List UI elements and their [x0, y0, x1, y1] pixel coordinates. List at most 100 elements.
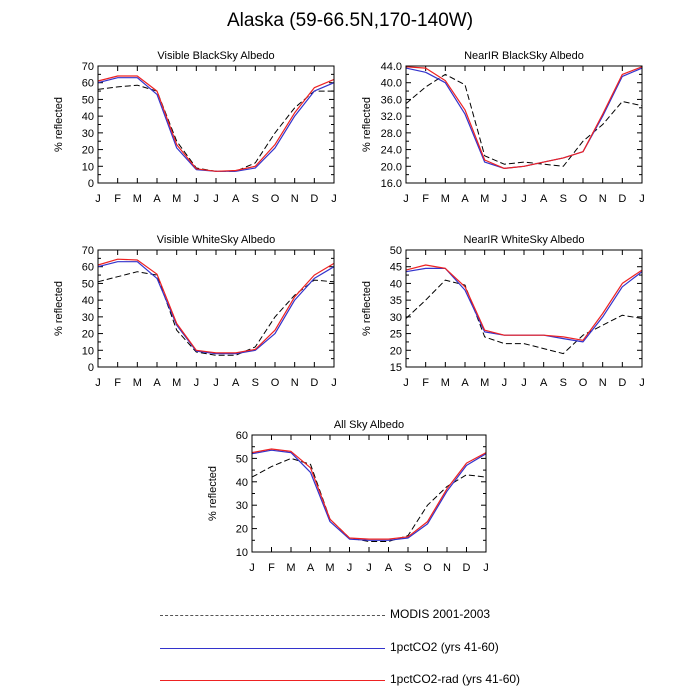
series-line-modis — [251, 457, 487, 542]
legend-modis-line — [160, 615, 385, 616]
series-line-1pctco2-rad — [251, 448, 487, 540]
x-tick-label: J — [194, 377, 200, 389]
x-tick-label: N — [291, 377, 299, 389]
x-tick-label: F — [422, 377, 429, 389]
y-axis-label: % reflected — [53, 281, 65, 336]
plot-frame — [97, 249, 335, 368]
x-tick-label: J — [194, 193, 200, 205]
x-tick-label: J — [639, 377, 645, 389]
x-tick-label: D — [618, 377, 626, 389]
y-axis-label: % reflected — [53, 97, 65, 152]
y-tick-label: 20 — [82, 145, 94, 157]
x-tick-label: A — [153, 193, 161, 205]
x-tick-label: S — [560, 193, 567, 205]
y-tick-label: 10 — [82, 345, 94, 357]
x-tick-label: J — [502, 193, 508, 205]
y-tick-label: 20 — [236, 524, 248, 536]
x-tick-label: A — [540, 193, 548, 205]
figure-title: Alaska (59-66.5N,170-140W) — [226, 10, 474, 31]
x-tick-label: J — [403, 193, 409, 205]
series-line-1pctco2 — [405, 67, 643, 169]
x-tick-label: J — [639, 193, 645, 205]
x-tick-label: J — [366, 562, 372, 574]
x-tick-label: J — [331, 193, 337, 205]
charts-canvas: Visible BlackSky Albedo 0 10 20 30 40 50 60 70 J F… — [53, 50, 645, 574]
y-tick-label: 50 — [82, 94, 94, 106]
series-line-1pctco2-rad — [97, 258, 335, 354]
legend-1pctco2-rad-line — [160, 680, 385, 681]
x-tick-label: M — [480, 193, 489, 205]
x-tick-label: N — [291, 193, 299, 205]
series-line-1pctco2-rad — [405, 264, 643, 341]
x-tick-label: J — [213, 377, 219, 389]
plot-frame — [251, 434, 487, 553]
y-tick-label: 24.0 — [381, 145, 402, 157]
x-tick-label: D — [310, 377, 318, 389]
y-tick-label: 40 — [82, 295, 94, 307]
y-tick-label: 50 — [390, 245, 402, 257]
x-tick-label: A — [153, 377, 161, 389]
y-tick-label: 50 — [82, 278, 94, 290]
y-tick-label: 0 — [88, 178, 94, 190]
x-tick-label: D — [310, 193, 318, 205]
y-tick-label: 30 — [82, 128, 94, 140]
x-tick-label: A — [232, 193, 240, 205]
series-line-1pctco2 — [97, 77, 335, 172]
y-tick-label: 30 — [390, 312, 402, 324]
x-tick-label: A — [232, 377, 240, 389]
chart-title: Visible WhiteSky Albedo — [157, 234, 275, 246]
chart-panel-4: NearIR WhiteSky Albedo 15 20 25 30 35 40 45 50 J F… — [361, 234, 645, 389]
x-tick-label: O — [271, 193, 280, 205]
series-line-1pctco2-rad — [405, 66, 643, 169]
legend-1pctco2-label: 1pctCO2 (yrs 41-60) — [390, 640, 499, 654]
y-tick-label: 15 — [390, 362, 402, 374]
x-tick-label: J — [521, 193, 527, 205]
legend-modis: MODIS 2001-2003 — [160, 604, 640, 628]
chart-title: NearIR WhiteSky Albedo — [463, 234, 584, 246]
x-tick-label: J — [95, 193, 101, 205]
x-tick-label: J — [502, 377, 508, 389]
chart-title: NearIR BlackSky Albedo — [464, 50, 584, 62]
y-tick-label: 30 — [82, 312, 94, 324]
series-line-1pctco2 — [251, 449, 487, 541]
y-tick-label: 40.0 — [381, 78, 402, 90]
legend-1pctco2-rad: 1pctCO2-rad (yrs 41-60) — [160, 669, 640, 693]
x-tick-label: N — [599, 377, 607, 389]
x-tick-label: F — [422, 193, 429, 205]
chart-title: All Sky Albedo — [334, 419, 404, 431]
x-tick-label: N — [599, 193, 607, 205]
y-tick-label: 20 — [82, 329, 94, 341]
y-tick-label: 70 — [82, 245, 94, 257]
legend-1pctco2-rad-label: 1pctCO2-rad (yrs 41-60) — [390, 672, 521, 686]
y-tick-label: 20 — [390, 345, 402, 357]
x-tick-label: M — [441, 377, 450, 389]
x-tick-label: O — [579, 377, 588, 389]
x-tick-label: J — [521, 377, 527, 389]
y-tick-label: 16.0 — [381, 178, 402, 190]
series-line-modis — [97, 84, 334, 172]
y-tick-label: 60 — [236, 430, 248, 442]
y-tick-label: 0 — [88, 362, 94, 374]
chart-panel-1: Visible BlackSky Albedo 0 10 20 30 40 50 60 70 J F… — [53, 50, 337, 205]
plot-frame — [97, 65, 335, 184]
x-tick-label: S — [252, 193, 259, 205]
y-tick-label: 45 — [390, 262, 402, 274]
x-tick-label: J — [249, 562, 255, 574]
y-axis-label: % reflected — [361, 97, 373, 152]
y-tick-label: 70 — [82, 61, 94, 73]
x-tick-label: O — [579, 193, 588, 205]
x-tick-label: F — [114, 193, 121, 205]
x-tick-label: M — [172, 193, 181, 205]
x-tick-label: D — [618, 193, 626, 205]
x-tick-label: J — [213, 193, 219, 205]
x-tick-label: M — [133, 377, 142, 389]
series-line-modis — [405, 73, 643, 167]
y-tick-label: 35 — [390, 295, 402, 307]
x-tick-label: A — [461, 193, 469, 205]
x-tick-label: J — [483, 562, 489, 574]
x-tick-label: M — [325, 562, 334, 574]
legend-modis-label: MODIS 2001-2003 — [390, 607, 491, 621]
y-tick-label: 40 — [236, 477, 248, 489]
legend-1pctco2: 1pctCO2 (yrs 41-60) — [160, 637, 640, 661]
